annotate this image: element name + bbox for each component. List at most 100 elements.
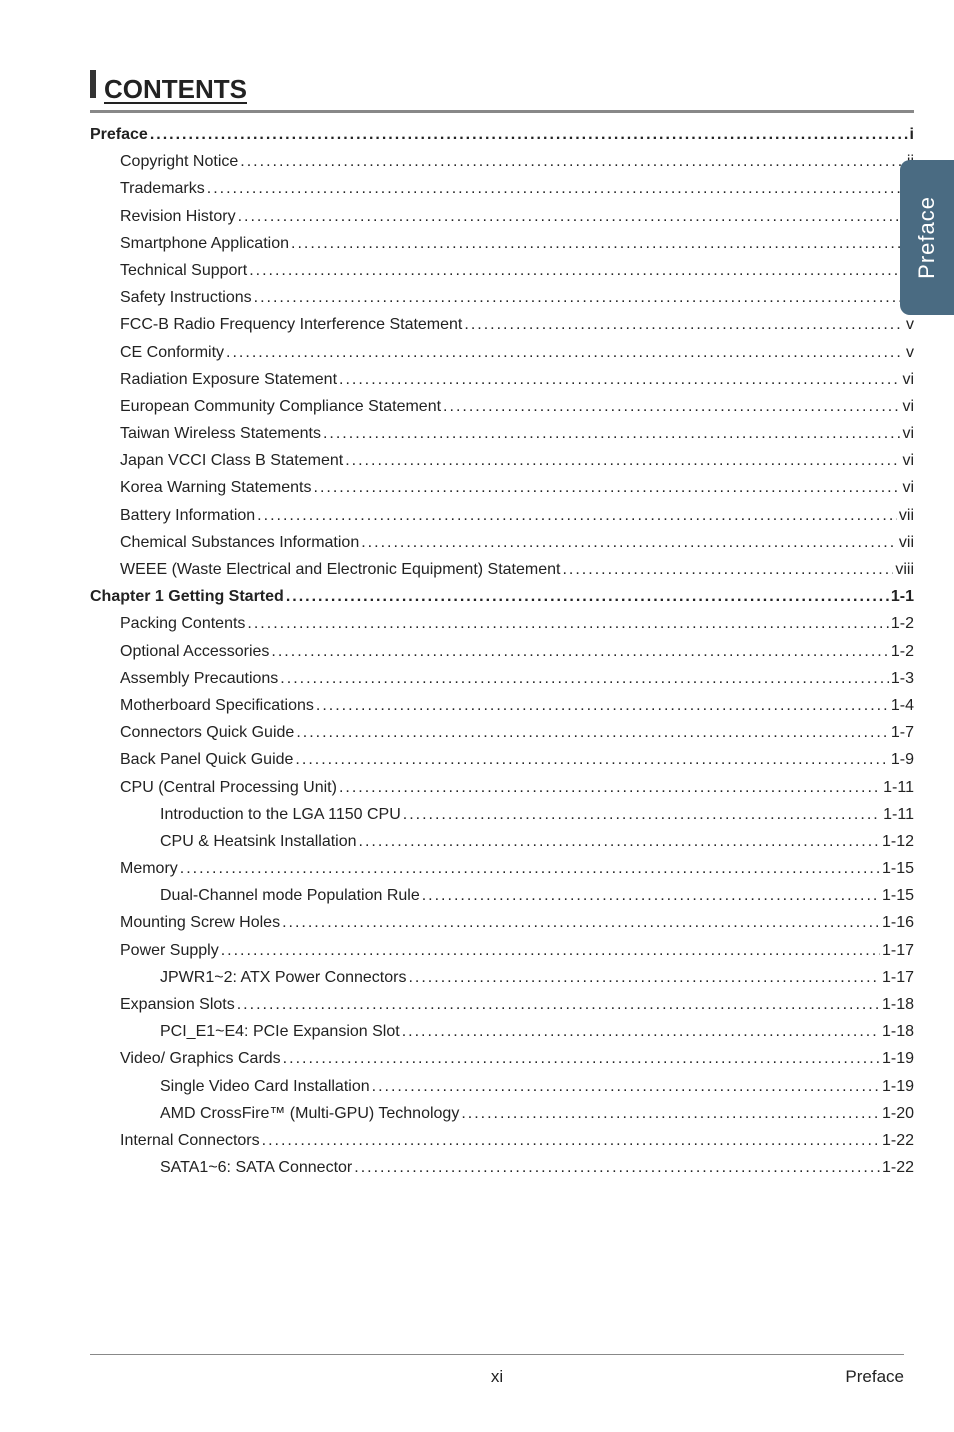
toc-line: Motherboard Specifications 1-4: [120, 692, 914, 719]
toc-page: 1-22: [882, 1154, 914, 1181]
toc-leader-dots: [271, 638, 888, 665]
toc-label: Single Video Card Installation: [160, 1073, 370, 1100]
toc-label: Japan VCCI Class B Statement: [120, 447, 343, 474]
toc-label: Expansion Slots: [120, 991, 235, 1018]
toc-leader-dots: [257, 502, 897, 529]
toc-line: Trademarks ii: [120, 175, 914, 202]
toc-label: CPU (Central Processing Unit): [120, 774, 337, 801]
toc-page: viii: [895, 556, 914, 583]
toc-page: 1-7: [891, 719, 914, 746]
toc-line: Power Supply 1-17: [120, 937, 914, 964]
toc-leader-dots: [562, 556, 893, 583]
toc-line: JPWR1~2: ATX Power Connectors 1-17: [160, 964, 914, 991]
toc-page: 1-2: [891, 638, 914, 665]
toc-line: Copyright Notice ii: [120, 148, 914, 175]
toc-label: Technical Support: [120, 257, 247, 284]
toc-label: AMD CrossFire™ (Multi-GPU) Technology: [160, 1100, 459, 1127]
toc-leader-dots: [291, 230, 901, 257]
toc-leader-dots: [361, 529, 897, 556]
toc-label: Taiwan Wireless Statements: [120, 420, 321, 447]
contents-header: CONTENTS: [90, 70, 914, 113]
toc-leader-dots: [254, 284, 901, 311]
toc-label: Back Panel Quick Guide: [120, 746, 293, 773]
toc-page: vii: [899, 529, 914, 556]
toc-leader-dots: [282, 909, 880, 936]
toc-line: AMD CrossFire™ (Multi-GPU) Technology 1-…: [160, 1100, 914, 1127]
toc-label: Chemical Substances Information: [120, 529, 359, 556]
toc-line: Packing Contents 1-2: [120, 610, 914, 637]
toc-leader-dots: [403, 801, 881, 828]
toc-leader-dots: [286, 583, 889, 610]
toc-page: 1-15: [882, 882, 914, 909]
toc-line: Korea Warning Statements vi: [120, 474, 914, 501]
toc-label: Connectors Quick Guide: [120, 719, 294, 746]
toc-line: Assembly Precautions 1-3: [120, 665, 914, 692]
toc-label: SATA1~6: SATA Connector: [160, 1154, 352, 1181]
toc-leader-dots: [249, 257, 901, 284]
toc-line: Safety Instructions iv: [120, 284, 914, 311]
toc-page: 1-2: [891, 610, 914, 637]
toc-label: Introduction to the LGA 1150 CPU: [160, 801, 401, 828]
toc-label: Korea Warning Statements: [120, 474, 312, 501]
sidebar-tab-label: Preface: [914, 196, 940, 279]
toc-label: Copyright Notice: [120, 148, 238, 175]
toc-label: Optional Accessories: [120, 638, 269, 665]
toc-page: 1-20: [882, 1100, 914, 1127]
toc-leader-dots: [408, 964, 880, 991]
toc-leader-dots: [314, 474, 901, 501]
toc-leader-dots: [359, 828, 880, 855]
toc-page: 1-17: [882, 964, 914, 991]
toc-label: Smartphone Application: [120, 230, 289, 257]
toc-label: FCC-B Radio Frequency Interference State…: [120, 311, 462, 338]
toc-page: 1-19: [882, 1045, 914, 1072]
toc-leader-dots: [345, 447, 900, 474]
toc-label: European Community Compliance Statement: [120, 393, 441, 420]
toc-line: Video/ Graphics Cards 1-19: [120, 1045, 914, 1072]
toc-label: Preface: [90, 121, 148, 148]
toc-leader-dots: [316, 692, 889, 719]
toc-line: Expansion Slots 1-18: [120, 991, 914, 1018]
toc-line: Dual-Channel mode Population Rule 1-15: [160, 882, 914, 909]
toc-page: 1-9: [891, 746, 914, 773]
toc-line: Connectors Quick Guide 1-7: [120, 719, 914, 746]
toc-label: Chapter 1 Getting Started: [90, 583, 284, 610]
toc-label: Memory: [120, 855, 178, 882]
toc-page: vi: [902, 393, 914, 420]
toc-line: Chemical Substances Information vii: [120, 529, 914, 556]
toc-line: Preface i: [90, 121, 914, 148]
toc-page: 1-11: [883, 801, 914, 828]
toc-page: vi: [902, 474, 914, 501]
toc-leader-dots: [221, 937, 880, 964]
toc-page: 1-3: [891, 665, 914, 692]
toc-line: Japan VCCI Class B Statement vi: [120, 447, 914, 474]
toc-line: Optional Accessories 1-2: [120, 638, 914, 665]
toc-label: Battery Information: [120, 502, 255, 529]
toc-line: Single Video Card Installation 1-19: [160, 1073, 914, 1100]
toc-leader-dots: [207, 175, 905, 202]
toc-leader-dots: [339, 774, 881, 801]
toc-label: Power Supply: [120, 937, 219, 964]
toc-line: CE Conformity v: [120, 339, 914, 366]
toc-label: Revision History: [120, 203, 236, 230]
toc-line: FCC-B Radio Frequency Interference State…: [120, 311, 914, 338]
toc-line: Internal Connectors 1-22: [120, 1127, 914, 1154]
toc-page: 1-11: [883, 774, 914, 801]
toc-line: Back Panel Quick Guide 1-9: [120, 746, 914, 773]
toc-leader-dots: [240, 148, 905, 175]
toc-page: v: [906, 311, 914, 338]
toc-label: CE Conformity: [120, 339, 224, 366]
toc-line: Mounting Screw Holes 1-16: [120, 909, 914, 936]
toc-leader-dots: [354, 1154, 880, 1181]
toc-label: Video/ Graphics Cards: [120, 1045, 281, 1072]
toc-leader-dots: [402, 1018, 880, 1045]
toc-line: Smartphone Application iii: [120, 230, 914, 257]
toc-page: vi: [902, 420, 914, 447]
toc-leader-dots: [180, 855, 880, 882]
toc-page: 1-22: [882, 1127, 914, 1154]
toc-leader-dots: [283, 1045, 880, 1072]
toc-leader-dots: [461, 1100, 880, 1127]
toc-page: 1-4: [891, 692, 914, 719]
toc-line: WEEE (Waste Electrical and Electronic Eq…: [120, 556, 914, 583]
toc-page: 1-18: [882, 1018, 914, 1045]
toc-page: v: [906, 339, 914, 366]
